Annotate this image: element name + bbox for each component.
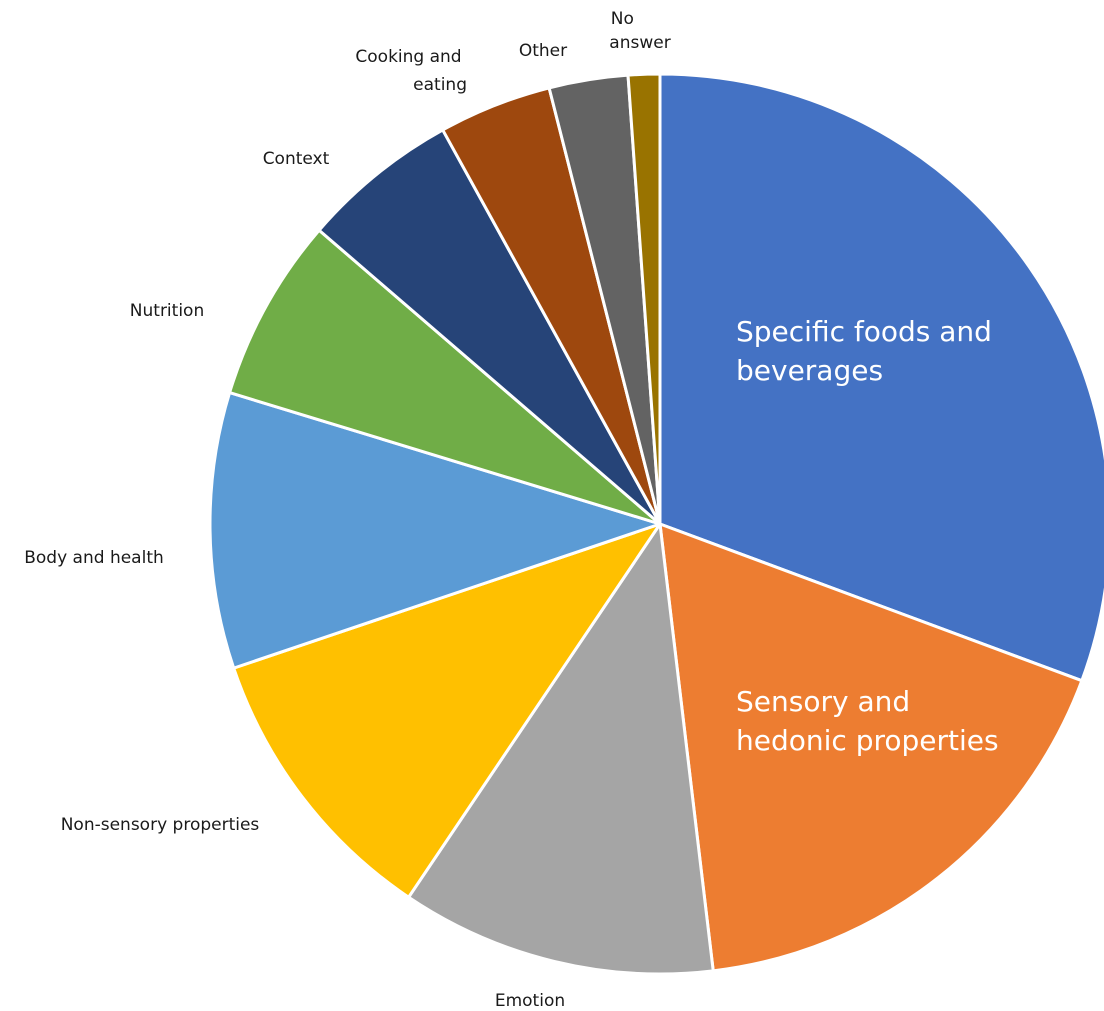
pie-slice-body-and-health bbox=[208, 391, 662, 670]
pie-slice-no-answer bbox=[626, 72, 662, 526]
label-no-answer-line2: answer bbox=[609, 33, 670, 53]
pie-slice-nutrition bbox=[228, 228, 662, 526]
pie-slices bbox=[208, 72, 1104, 976]
label-nutrition: Nutrition bbox=[130, 301, 204, 321]
label-non-sensory: Non-sensory properties bbox=[61, 815, 260, 835]
label-context: Context bbox=[263, 149, 330, 169]
pie-slice-sensory-and-hedonic-properties bbox=[658, 522, 1084, 973]
label-specific-foods-line1: Specific foods and bbox=[736, 315, 992, 348]
pie-slice-context bbox=[317, 128, 662, 526]
label-cooking-eating: Cooking and eating bbox=[355, 47, 467, 95]
label-other: Other bbox=[519, 41, 567, 61]
label-no-answer: No answer bbox=[609, 9, 670, 53]
label-specific-foods-line2: beverages bbox=[736, 354, 883, 387]
pie-slice-specific-foods-and-beverages bbox=[658, 72, 1104, 683]
label-cooking-eating-line2: eating bbox=[413, 75, 467, 95]
label-cooking-eating-line1: Cooking and bbox=[355, 47, 461, 67]
pie-slice-emotion bbox=[407, 522, 715, 976]
label-sensory-hedonic-line2: hedonic properties bbox=[736, 724, 999, 757]
pie-labels: Specific foods and beverages Sensory and… bbox=[24, 9, 1001, 1011]
label-specific-foods: Specific foods and beverages bbox=[736, 315, 1001, 387]
label-sensory-hedonic-line1: Sensory and bbox=[736, 685, 910, 718]
pie-slice-non-sensory-properties bbox=[232, 522, 662, 899]
label-emotion: Emotion bbox=[495, 991, 565, 1011]
label-sensory-hedonic: Sensory and hedonic properties bbox=[736, 685, 999, 757]
label-no-answer-line1: No bbox=[611, 9, 634, 29]
label-body-health: Body and health bbox=[24, 548, 164, 568]
